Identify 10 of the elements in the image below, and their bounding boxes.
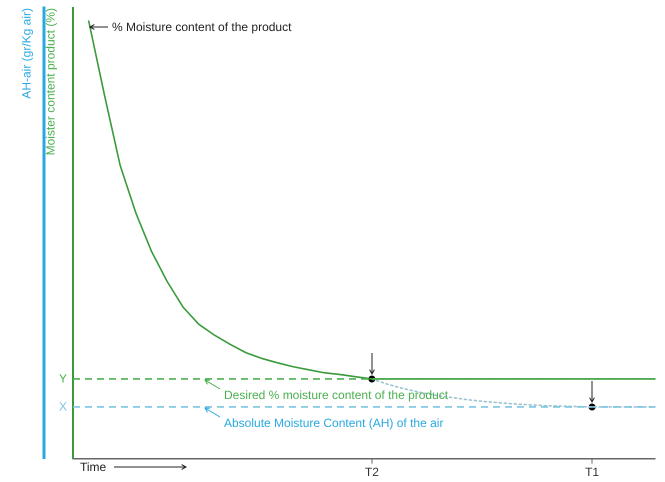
x-tick-label: T2 — [364, 465, 380, 480]
annotation: Desired % moisture content of the product — [224, 388, 448, 402]
ref-line-label: X — [58, 399, 67, 414]
y2-axis-title: AH-air (gr/Kg air) — [20, 8, 34, 99]
ref-line-label: Y — [58, 371, 67, 386]
y-axis-title: Moister content product (%) — [44, 8, 58, 156]
annotation: Absolute Moisture Content (AH) of the air — [224, 416, 444, 430]
annotation: % Moisture content of the product — [112, 20, 292, 34]
x-tick-label: T1 — [585, 465, 600, 480]
x-axis-title: Time — [80, 460, 106, 474]
